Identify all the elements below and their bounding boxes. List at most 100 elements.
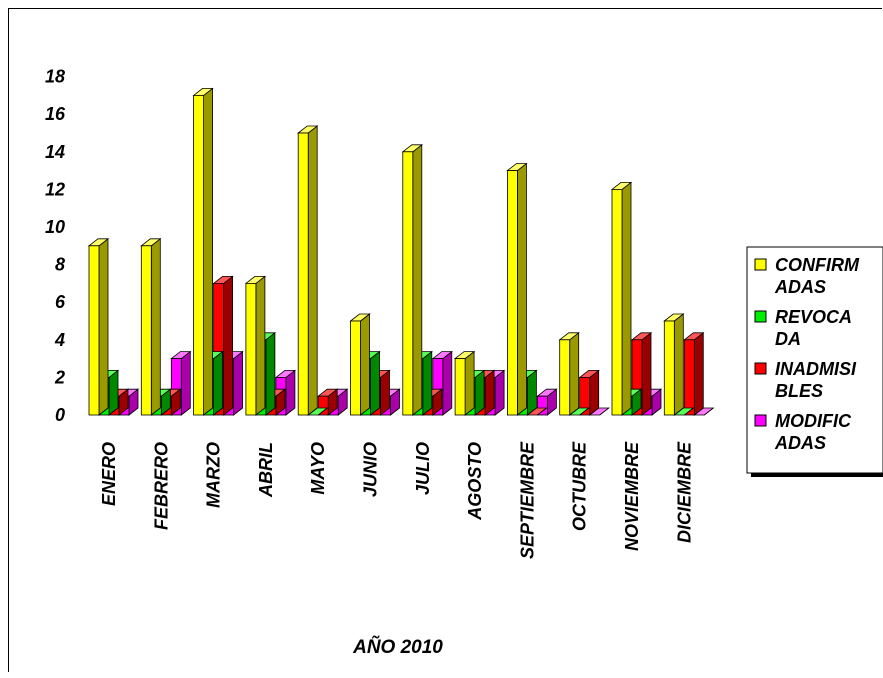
bar-confirmadas-septiembre <box>506 162 528 416</box>
bar-front <box>683 339 695 416</box>
bar-front <box>140 245 152 416</box>
legend-label: ADAS <box>774 277 826 297</box>
bar-side <box>370 350 380 416</box>
bar-side <box>203 87 214 416</box>
bar-confirmadas-abril <box>244 275 267 416</box>
bar-inadmisibles-octubre <box>578 369 600 416</box>
y-tick-label: 4 <box>54 330 65 350</box>
bar-front <box>537 395 548 416</box>
x-tick-label: DICIEMBRE <box>674 441 694 543</box>
bar-confirmadas-octubre <box>558 331 580 416</box>
y-tick-label: 12 <box>45 179 65 199</box>
bar-modificadas-septiembre <box>536 388 558 416</box>
legend-label: CONFIRM <box>775 255 860 275</box>
bar-front <box>170 358 182 416</box>
bar-side <box>589 369 600 416</box>
y-tick-label: 18 <box>45 67 65 87</box>
bar-chart: 0 2 4 6 8 10 12 14 16 18 ENERO FEBRERO MARZO ABRIL MA… <box>45 67 883 658</box>
bar-side <box>223 275 234 416</box>
legend-swatch <box>754 362 767 375</box>
bar-side <box>307 125 318 416</box>
legend-label: MODIFIC <box>775 411 852 431</box>
legend-label: ADAS <box>774 433 826 453</box>
legend-label: DA <box>775 329 801 349</box>
bar-side <box>494 369 505 416</box>
x-axis: ENERO FEBRERO MARZO ABRIL MAYO JUNIO JULIO AGOS… <box>99 441 694 559</box>
bar-front <box>402 151 414 416</box>
bar-side <box>412 143 423 416</box>
bar-inadmisibles-diciembre <box>683 331 705 416</box>
bar-front <box>213 282 225 416</box>
x-tick-label: AGOSTO <box>465 442 485 521</box>
bar-modificadas-febrero <box>170 350 192 416</box>
bar-front <box>611 188 623 416</box>
y-tick-label: 2 <box>54 367 65 387</box>
bar-front <box>663 320 675 416</box>
x-tick-label: NOVIEMBRE <box>622 441 642 551</box>
bar-side <box>265 331 276 416</box>
bar-confirmadas-agosto <box>453 350 476 416</box>
bar-front <box>559 339 571 416</box>
bar-confirmadas-diciembre <box>663 313 685 416</box>
legend-label: BLES <box>775 381 823 401</box>
bar-side <box>285 369 296 416</box>
bar-side <box>150 237 161 416</box>
bar-side <box>527 369 537 416</box>
bar-side <box>641 331 652 416</box>
bar-front <box>297 132 309 416</box>
bar-side <box>360 313 370 416</box>
bar-front <box>631 339 643 416</box>
bar-side <box>422 350 433 416</box>
x-axis-label: AÑO 2010 <box>352 636 443 658</box>
bar-side <box>233 350 244 416</box>
bar-front <box>506 170 518 416</box>
bar-front <box>579 376 591 416</box>
bar-inadmisibles-marzo <box>212 275 234 416</box>
chart-frame: 0 2 4 6 8 10 12 14 16 18 ENERO FEBRERO MARZO ABRIL MA… <box>8 8 883 672</box>
bar-side <box>442 350 453 416</box>
legend-swatch <box>754 310 767 323</box>
bars-group <box>87 87 715 416</box>
bar-side <box>255 275 266 416</box>
bar-front <box>88 245 100 416</box>
bar-side <box>673 313 684 416</box>
bar-front <box>350 320 361 416</box>
bar-front <box>454 358 466 416</box>
x-tick-label: OCTUBRE <box>570 441 590 531</box>
bar-front <box>193 95 205 416</box>
x-tick-label: ABRIL <box>256 442 276 498</box>
bar-side <box>213 350 224 416</box>
legend-label: INADMISI <box>775 359 857 379</box>
x-tick-label: ENERO <box>99 442 119 506</box>
bar-side <box>464 350 475 416</box>
bar-side <box>474 369 485 416</box>
x-tick-label: MARZO <box>204 442 224 508</box>
x-tick-label: FEBRERO <box>151 442 171 530</box>
x-tick-label: MAYO <box>308 442 328 495</box>
legend-swatch <box>754 258 767 271</box>
bar-side <box>380 369 390 416</box>
bar-side <box>621 181 632 416</box>
y-tick-label: 8 <box>55 255 65 275</box>
bar-confirmadas-febrero <box>140 237 162 416</box>
bar-confirmadas-enero <box>87 237 110 416</box>
bar-confirmadas-julio <box>401 143 423 416</box>
legend-label: REVOCA <box>775 307 852 327</box>
bar-front <box>432 358 444 416</box>
bar-confirmadas-mayo <box>297 125 319 416</box>
bar-side <box>98 237 109 416</box>
bar-confirmadas-junio <box>349 313 371 416</box>
bar-front <box>245 282 257 416</box>
bar-side <box>180 350 191 416</box>
y-tick-label: 10 <box>45 217 65 237</box>
legend-box <box>746 246 883 474</box>
legend-swatch <box>754 414 767 427</box>
legend: CONFIRMADASREVOCADAINADMISIBLESMODIFICAD… <box>746 246 883 477</box>
y-axis: 0 2 4 6 8 10 12 14 16 18 <box>45 67 66 425</box>
bar-inadmisibles-noviembre <box>630 331 653 416</box>
bar-side <box>484 369 495 416</box>
bar-side <box>108 369 119 416</box>
